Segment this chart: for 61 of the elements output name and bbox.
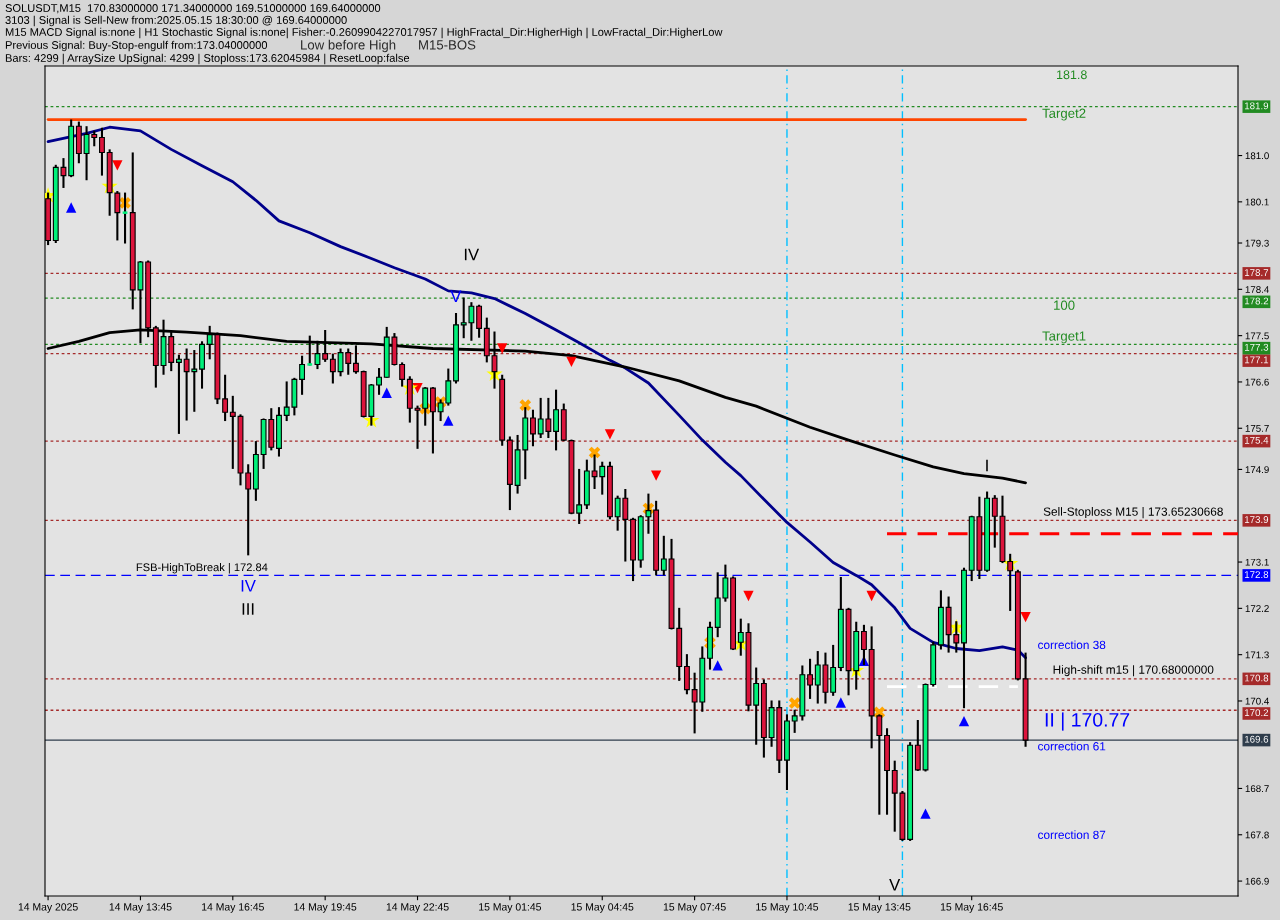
x-tick-label: 15 May 04:45	[571, 903, 634, 913]
x-tick-label: 15 May 01:45	[479, 903, 542, 913]
y-tick-label: 177.5	[1245, 332, 1269, 340]
annotation: FSB-HighToBreak | 172.84	[136, 563, 268, 574]
ref-line-label: 177.1	[1244, 356, 1269, 364]
x-tick-label: 15 May 13:45	[848, 903, 911, 913]
annotation: V	[889, 879, 901, 891]
x-tick-label: 14 May 22:45	[386, 903, 449, 913]
ref-line-label: 170.2	[1244, 709, 1269, 717]
y-tick-label: 172.2	[1245, 605, 1269, 612]
text: SOLUSDT,M15 170.83000000 171.34000000 169.51000000 169.64000000	[5, 4, 381, 14]
y-tick-label: 170.4	[1245, 697, 1269, 705]
annotation: correction 61	[1038, 741, 1106, 751]
x-tick-label: 15 May 10:45	[756, 903, 819, 913]
y-tick-label: 176.6	[1245, 378, 1269, 386]
y-tick-label: 166.9	[1245, 877, 1269, 885]
y-tick-label: 178.4	[1245, 286, 1269, 293]
x-tick-label: 15 May 16:45	[940, 903, 1003, 913]
ref-line-label: 169.6	[1244, 735, 1269, 743]
annotation: IV	[241, 580, 256, 592]
annotation: V	[450, 290, 462, 302]
ref-line-label: 181.9	[1244, 102, 1269, 110]
text: M15-BOS	[419, 40, 476, 50]
y-tick-label: 168.7	[1245, 785, 1269, 793]
ref-line-label: 170.8	[1244, 674, 1269, 682]
annotation: Target2	[1042, 108, 1086, 121]
x-tick-label: 14 May 19:45	[294, 903, 357, 913]
annotation: correction 38	[1038, 640, 1106, 650]
ref-line-label: 172.8	[1244, 571, 1269, 579]
annotation: III	[242, 603, 254, 615]
annotation: Target1	[1042, 331, 1086, 344]
annotation: 100	[1054, 300, 1075, 310]
annotation: Sell-Stoploss M15 | 173.65230668	[1043, 507, 1223, 519]
y-tick-label: 179.3	[1245, 239, 1269, 247]
text: Low before High	[301, 39, 396, 53]
y-tick-label: 180.1	[1245, 198, 1269, 206]
x-tick-label: 14 May 13:45	[109, 903, 172, 913]
y-tick-label: 174.9	[1245, 466, 1269, 474]
x-tick-label: 14 May 2025	[18, 903, 78, 913]
x-tick-label: 14 May 16:45	[202, 903, 264, 913]
y-tick-label: 173.1	[1245, 558, 1269, 566]
ref-line-label: 178.7	[1244, 269, 1269, 276]
y-tick-label: 167.8	[1245, 831, 1269, 839]
annotation: I	[986, 459, 988, 472]
x-tick-label: 15 May 07:45	[663, 903, 726, 913]
y-tick-label: 181.0	[1245, 152, 1269, 160]
annotation: 181.8	[1057, 70, 1087, 80]
text: Previous Signal: Buy-Stop-engulf from:173.04000000	[5, 40, 268, 52]
ref-line-label: 177.3	[1244, 343, 1269, 351]
annotation: High-shift m15 | 170.68000000	[1053, 665, 1214, 677]
text: 3103 | Signal is Sell-New from:2025.05.15 18:30:00 @ 169.64000000	[5, 15, 347, 27]
ref-line-label: 173.9	[1244, 516, 1269, 523]
text: Bars: 4299 | ArraySize UpSignal: 4299 | Stoploss:173.62045984 | ResetLoop:false	[5, 53, 410, 65]
text: M15 MACD Signal is:none | H1 Stochastic Signal is:none| Fisher:-0.2609904227017957 | HighFractal_Dir:HigherHigh | LowFractal_Dir:HigherLow	[5, 27, 723, 39]
y-tick-label: 175.7	[1245, 425, 1269, 432]
annotation: IV	[464, 248, 480, 261]
annotation: II | 170.77	[1045, 712, 1130, 731]
y-tick-label: 171.3	[1245, 651, 1269, 659]
ref-line-label: 175.4	[1244, 436, 1269, 444]
ref-line-label: 178.2	[1244, 297, 1269, 305]
annotation: correction 87	[1038, 830, 1106, 839]
